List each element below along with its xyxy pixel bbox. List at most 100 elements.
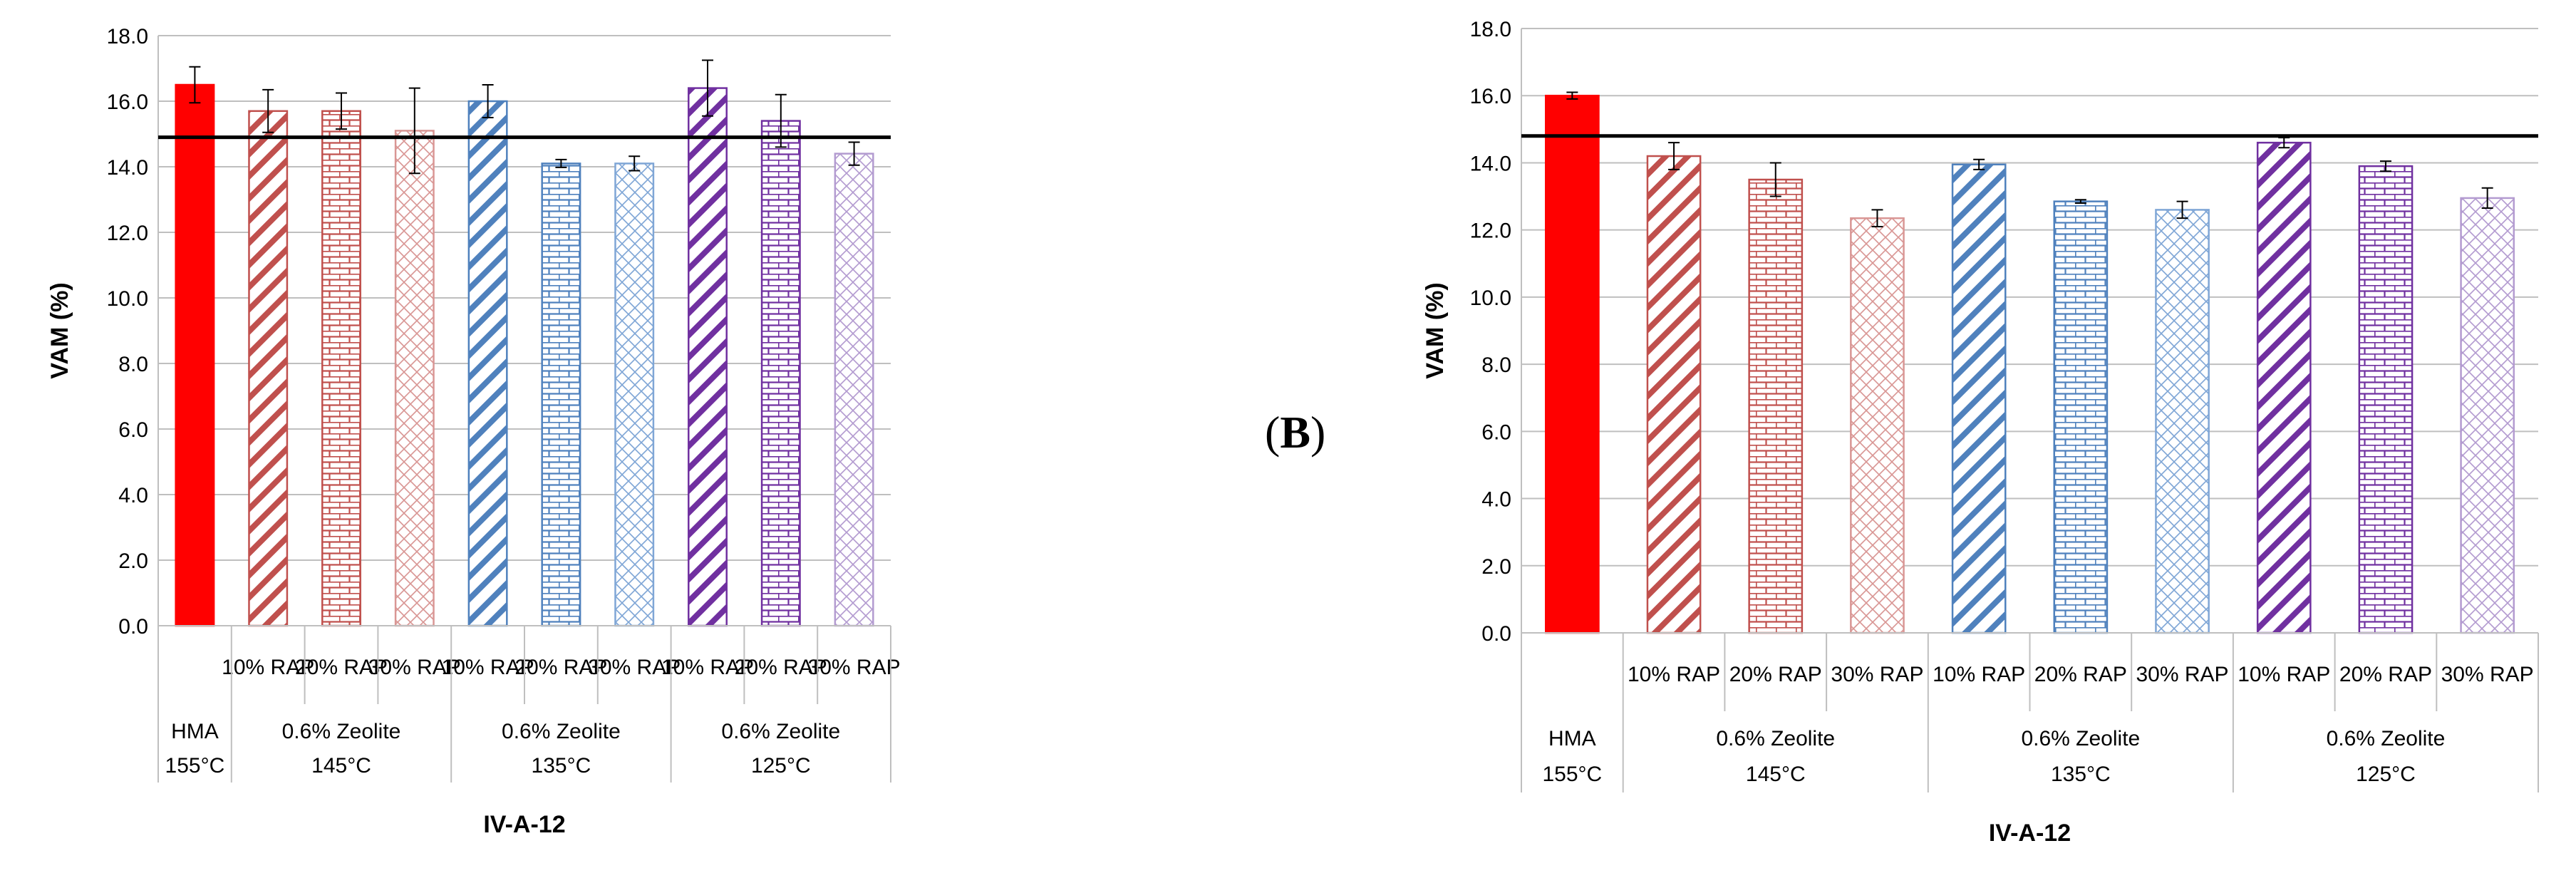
bar [2053,200,2109,634]
error-bar [408,87,420,175]
y-tick-label: 18.0 [107,25,148,48]
y-tick-label: 16.0 [1470,85,1511,108]
bar [834,153,874,627]
error-bar [629,155,641,172]
y-tick-label: 8.0 [118,353,148,376]
x-tick-label: 10% RAP [1933,663,2025,686]
group-temp-label: 155°C [165,754,225,778]
x-tick-label: 20% RAP [295,656,388,679]
group-temp-label: 125°C [2356,763,2416,786]
error-bar [189,66,201,104]
bar [175,83,215,627]
error-bar [482,84,494,118]
group-temp-label: 135°C [532,754,591,778]
error-bar [848,141,860,166]
error-bar [1566,91,1578,100]
x-tick-label: 30% RAP [2136,663,2229,686]
x-tick-label: 10% RAP [222,656,314,679]
bar [2460,197,2515,634]
group-mix-label: 0.6% Zeolite [721,720,840,743]
bar [1850,217,1905,634]
group-mix-label: 0.6% Zeolite [2327,727,2446,750]
panel-label-open: ( [1265,407,1281,458]
group-temp-label: 135°C [2051,763,2111,786]
y-axis-label: VAM (%) [46,282,73,378]
y-tick-label: 0.0 [1481,622,1511,646]
error-bar [1769,162,1781,197]
y-tick-label: 10.0 [1470,286,1511,310]
group-temp-label: 155°C [1542,763,1602,786]
x-axis-label: IV-A-12 [1989,820,2071,847]
x-tick-label: 10% RAP [1628,663,1720,686]
y-tick-label: 6.0 [118,418,148,442]
x-tick-label: 30% RAP [808,656,901,679]
panel-label-close: ) [1310,407,1326,458]
y-tick-label: 12.0 [1470,220,1511,243]
x-tick-label: 30% RAP [2441,663,2534,686]
chart-0: 0.0 2.0 4.0 6.0 8.0 10.0 12.0 14.0 16.0 18.0 10% R… [46,25,901,838]
group-mix-label: HMA [171,720,219,743]
y-tick-label: 2.0 [118,549,148,573]
error-bar [1871,209,1883,227]
y-tick-label: 2.0 [1481,555,1511,579]
bar [394,130,435,627]
error-bar [2379,160,2391,172]
y-tick-label: 4.0 [118,484,148,507]
group-temp-label: 125°C [751,754,811,778]
panel-label-letter: B [1280,407,1310,458]
group-mix-label: HMA [1548,727,1596,750]
bar [2358,165,2414,634]
error-bar [2176,200,2188,220]
group-mix-label: 0.6% Zeolite [1716,727,1835,750]
y-tick-label: 8.0 [1481,353,1511,377]
chart-1: 0.0 2.0 4.0 6.0 8.0 10.0 12.0 14.0 16.0 18.0 10% R… [1422,18,2539,847]
x-tick-label: 30% RAP [368,656,461,679]
error-bar [1668,142,1680,170]
bar [2155,209,2210,634]
x-tick-label: 20% RAP [514,656,607,679]
y-tick-label: 0.0 [118,615,148,639]
x-axis-label: IV-A-12 [483,811,565,838]
bar [321,110,361,627]
error-bar [262,88,274,133]
x-tick-label: 20% RAP [2339,663,2432,686]
bar [760,120,801,627]
bar [614,162,655,627]
y-tick-label: 14.0 [107,156,148,180]
x-tick-label: 10% RAP [442,656,534,679]
y-tick-label: 16.0 [107,91,148,114]
error-bar [555,158,567,168]
y-tick-label: 12.0 [107,222,148,245]
y-tick-label: 18.0 [1470,18,1511,41]
error-bar [1973,158,1985,170]
x-tick-label: 30% RAP [588,656,681,679]
x-tick-label: 20% RAP [2034,663,2127,686]
y-axis-label: VAM (%) [1422,282,1449,378]
group-temp-label: 145°C [311,754,371,778]
bar [2256,141,2312,634]
x-tick-label: 20% RAP [735,656,827,679]
bar [1544,94,1600,634]
group-mix-label: 0.6% Zeolite [502,720,621,743]
bar [1646,155,1702,634]
error-bar [336,92,347,130]
bar [1951,163,2007,634]
error-bar [702,59,713,117]
group-mix-label: 0.6% Zeolite [282,720,401,743]
x-tick-label: 20% RAP [1729,663,1822,686]
x-tick-label: 10% RAP [2238,663,2330,686]
y-tick-label: 6.0 [1481,420,1511,444]
bar [1748,178,1804,634]
bar [467,100,508,627]
bar [248,110,289,627]
y-tick-label: 14.0 [1470,152,1511,175]
bar [541,162,581,627]
error-bar [2481,187,2493,210]
bar [688,87,728,627]
group-temp-label: 145°C [1746,763,1806,786]
group-mix-label: 0.6% Zeolite [2021,727,2140,750]
x-tick-label: 10% RAP [661,656,754,679]
y-tick-label: 4.0 [1481,488,1511,512]
